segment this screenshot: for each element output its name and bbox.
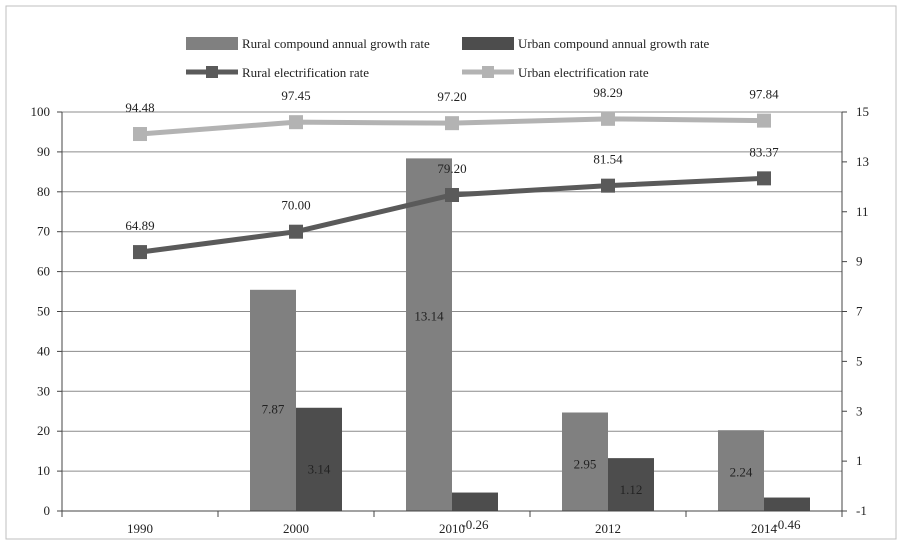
legend-item: Rural electrification rate [186, 65, 369, 80]
y-right-tick-label: 11 [856, 204, 869, 219]
y-left-tick-label: 0 [44, 503, 51, 518]
y-right-tick-label: 3 [856, 403, 863, 418]
bar-data-label: 2.95 [574, 457, 597, 472]
line-marker [601, 178, 615, 193]
y-right-tick-label: 9 [856, 254, 863, 269]
bar-urban-growth [296, 407, 342, 511]
bar-urban-growth [452, 492, 498, 511]
line-data-label: 83.37 [749, 144, 779, 159]
line-marker [289, 115, 303, 130]
legend-label: Urban compound annual growth rate [518, 36, 710, 51]
bar-urban-growth [608, 458, 654, 511]
y-right-tick-label: 1 [856, 453, 863, 468]
legend-swatch [186, 37, 238, 50]
line-data-label: 79.20 [437, 161, 466, 176]
line-data-label: 98.29 [593, 85, 622, 100]
bar-data-label: -0.26 [461, 517, 489, 532]
x-tick-label: 2014 [751, 521, 778, 536]
legend-item: Urban electrification rate [462, 65, 649, 80]
y-right-tick-label: 15 [856, 104, 869, 119]
line-marker [289, 224, 303, 239]
bar-data-label: -0.46 [773, 517, 801, 532]
bar-urban-growth [764, 497, 810, 511]
bar-data-label: 2.24 [730, 465, 753, 480]
line-marks [133, 111, 771, 260]
line-marker [133, 127, 147, 142]
y-left-tick-label: 100 [31, 104, 51, 119]
bar-data-label: 13.14 [414, 309, 444, 324]
legend-label: Rural electrification rate [242, 65, 369, 80]
legend-item: Urban compound annual growth rate [462, 36, 710, 51]
legend: Rural compound annual growth rate Urban c… [186, 36, 710, 80]
data-labels: 7.87 13.14 2.95 2.24 3.14 -0.26 1.12 -0.46 64.89… [125, 85, 801, 532]
y-left-tick-label: 20 [37, 423, 50, 438]
bar-data-label: 1.12 [620, 482, 643, 497]
y-left-tick-label: 30 [37, 383, 50, 398]
bar-data-label: 7.87 [262, 401, 285, 416]
y-right-tick-label: -1 [856, 503, 867, 518]
x-tick-label: 2000 [283, 521, 309, 536]
line-data-label: 70.00 [281, 198, 310, 213]
bar-rural-growth [562, 412, 608, 511]
bar-marks [250, 158, 810, 512]
line-marker [757, 113, 771, 128]
line-data-label: 97.45 [281, 88, 310, 103]
gridlines [62, 111, 842, 472]
y-left-tick-label: 90 [37, 144, 50, 159]
y-left-tick-label: 80 [37, 184, 50, 199]
line-marker [757, 171, 771, 186]
legend-marker [482, 66, 494, 78]
y-right-tick-label: 7 [856, 304, 863, 319]
y-left-tick-label: 60 [37, 264, 50, 279]
bar-data-label: 3.14 [308, 462, 331, 477]
line-data-label: 97.20 [437, 89, 466, 104]
line-marker [445, 187, 459, 202]
legend-marker [206, 66, 218, 78]
bar-rural-growth [250, 289, 296, 511]
line-marker [133, 245, 147, 260]
line-data-label: 97.84 [749, 87, 779, 102]
y-left-tick-label: 50 [37, 304, 50, 319]
legend-item: Rural compound annual growth rate [186, 36, 430, 51]
legend-label: Rural compound annual growth rate [242, 36, 430, 51]
legend-swatch [462, 37, 514, 50]
bar-rural-growth [406, 158, 452, 512]
x-tick-label: 1990 [127, 521, 153, 536]
line-data-label: 64.89 [125, 218, 154, 233]
x-tick-label: 2012 [595, 521, 621, 536]
y-right-tick-label: 13 [856, 154, 869, 169]
line-data-label: 81.54 [593, 152, 623, 167]
y-left-tick-label: 10 [37, 463, 50, 478]
y-left-tick-label: 70 [37, 224, 50, 239]
legend-label: Urban electrification rate [518, 65, 649, 80]
x-tick-label: 2010 [439, 521, 465, 536]
y-right-tick-label: 5 [856, 353, 863, 368]
line-marker [445, 116, 459, 131]
line-data-label: 94.48 [125, 100, 154, 115]
bar-rural-growth [718, 430, 764, 511]
line-marker [601, 111, 615, 126]
y-left-tick-label: 40 [37, 343, 50, 358]
